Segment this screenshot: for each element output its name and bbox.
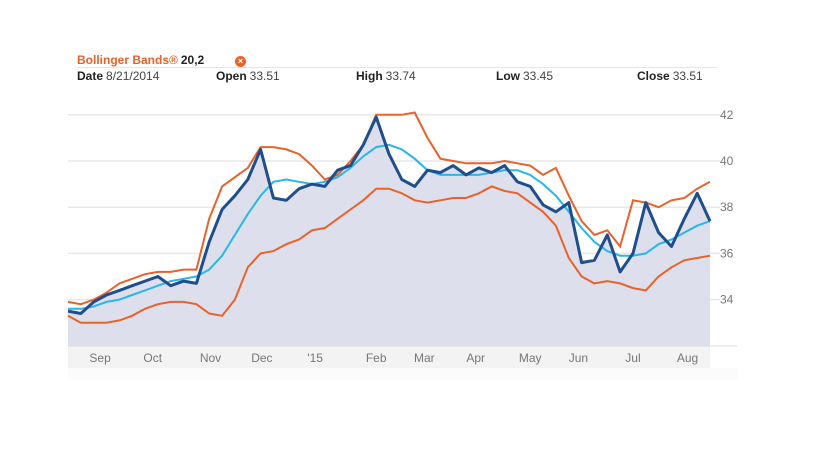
y-axis-labels: 34 36 38 40 42 [720, 108, 734, 307]
ohlc-high: High 33.74 [356, 69, 416, 83]
x-tick-label: Feb [366, 351, 387, 365]
ohlc-open: Open 33.51 [216, 69, 280, 83]
low-label: Low [496, 69, 520, 83]
high-label: High [356, 69, 383, 83]
open-value: 33.51 [249, 69, 280, 83]
close-value: 33.51 [672, 69, 703, 83]
indicator-legend: Bollinger Bands® 20,2 [77, 53, 204, 67]
ohlc-date: Date 8/21/2014 [77, 69, 159, 83]
x-tick-label: Nov [200, 351, 221, 365]
price-line [67, 115, 712, 315]
y-tick-label: 34 [720, 293, 734, 307]
ohlc-close: Close 33.51 [637, 69, 703, 83]
x-tick-label: Oct [143, 351, 162, 365]
ohlc-low: Low 33.45 [496, 69, 553, 83]
y-tick-label: 42 [720, 108, 734, 122]
x-tick-label: May [519, 351, 542, 365]
upper-band-line [67, 111, 711, 306]
lower-band-line [67, 185, 711, 324]
indicator-params: 20,2 [180, 53, 205, 67]
indicator-name: Bollinger Bands® [77, 53, 178, 67]
x-tick-label: Dec [251, 351, 272, 365]
x-axis-labels: Sep Oct Nov Dec '15 Feb Mar Apr May Jun Jul Aug [89, 351, 698, 365]
date-label: Date [77, 69, 104, 83]
x-tick-label: Mar [414, 351, 435, 365]
ohlc-readout: Date 8/21/2014 Open 33.51 High 33.74 Low 33.… [77, 67, 717, 84]
y-tick-label: 40 [720, 154, 734, 168]
date-value: 8/21/2014 [106, 69, 160, 83]
y-tick-label: 36 [720, 246, 734, 260]
x-tick-label: Jul [625, 351, 640, 365]
low-value: 33.45 [523, 69, 554, 83]
x-tick-label: Aug [677, 351, 698, 365]
price-area-fill [68, 117, 710, 346]
close-label: Close [637, 69, 670, 83]
open-label: Open [216, 69, 247, 83]
x-tick-label: '15 [307, 351, 323, 365]
x-axis-shadow [68, 368, 738, 380]
y-tick-label: 38 [720, 200, 734, 214]
high-value: 33.74 [385, 69, 416, 83]
x-axis-band [68, 346, 710, 368]
x-tick-label: Jun [569, 351, 588, 365]
middle-band-line [68, 143, 711, 310]
x-tick-label: Sep [89, 351, 111, 365]
close-x-icon[interactable]: × [235, 56, 246, 67]
x-tick-label: Apr [466, 351, 485, 365]
